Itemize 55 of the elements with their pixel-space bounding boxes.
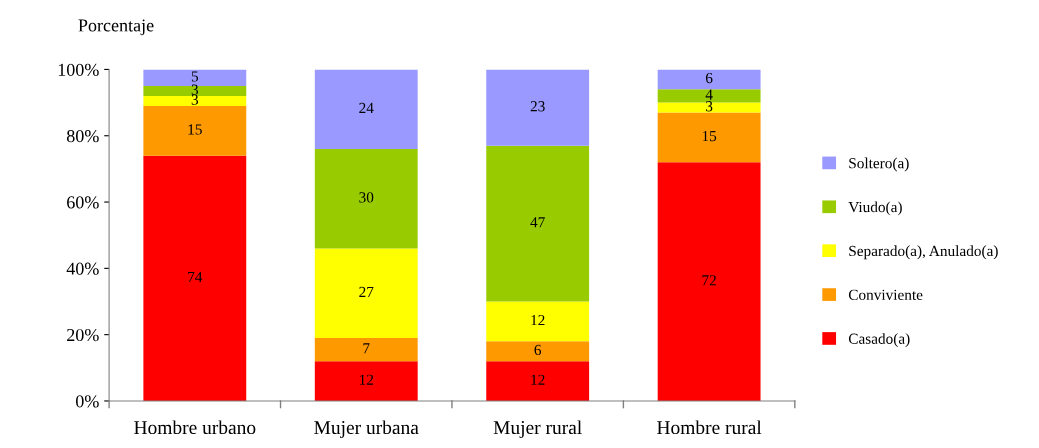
bar (314, 149, 418, 249)
y-tick-label: 0% (75, 395, 99, 408)
data-label: 15 (702, 130, 717, 142)
data-label: 6 (705, 72, 713, 84)
data-label: 74 (188, 271, 203, 282)
bar (657, 112, 761, 163)
bar (143, 105, 247, 156)
bar (486, 301, 590, 342)
legend-label: Casado(a) (848, 333, 910, 347)
bar (143, 155, 247, 401)
data-label: 27 (359, 286, 374, 297)
data-label: 3 (706, 101, 713, 112)
legend-label: Soltero(a) (849, 157, 909, 172)
data-label: 3 (191, 94, 199, 105)
bar (314, 248, 418, 338)
data-label: 12 (531, 374, 545, 385)
data-label: 12 (359, 374, 374, 385)
bar (486, 145, 590, 302)
x-tick-label: Hombre rural (657, 420, 762, 435)
data-label: 12 (531, 314, 545, 326)
y-axis-title: Porcentaje (78, 19, 154, 36)
data-label: 5 (191, 71, 199, 82)
bar (314, 69, 418, 149)
legend-label: Separado(a), Anulado(a) (849, 245, 998, 260)
bar (486, 361, 590, 401)
bar (657, 102, 761, 113)
bar (657, 162, 761, 401)
bar (314, 361, 418, 401)
data-label: 6 (534, 344, 542, 356)
y-tick-label: 20% (67, 328, 99, 342)
data-label: 30 (359, 192, 374, 203)
data-label: 24 (359, 102, 374, 113)
bar (657, 69, 761, 90)
bar (657, 89, 761, 103)
y-tick-label: 100% (58, 63, 99, 76)
bar (486, 341, 590, 362)
x-tick-label: Mujer rural (493, 420, 582, 439)
x-tick-label: Mujer urbana (314, 420, 419, 439)
bar (314, 337, 418, 362)
data-label: 72 (702, 275, 716, 286)
legend-label: Viudo(a) (848, 201, 902, 216)
legend-label: Conviviente (848, 289, 923, 300)
bar (143, 95, 247, 106)
y-tick-label: 60% (67, 196, 99, 209)
bar (143, 86, 247, 96)
data-label: 7 (363, 343, 370, 354)
y-tick-label: 40% (66, 262, 99, 275)
x-tick-label: Hombre urbano (134, 420, 256, 435)
y-tick-label: 80% (66, 130, 99, 143)
data-label: 23 (530, 101, 545, 112)
bar (486, 69, 590, 146)
data-label: 3 (191, 84, 199, 95)
data-label: 4 (705, 89, 713, 100)
data-label: 15 (188, 124, 202, 135)
data-label: 47 (530, 217, 545, 228)
